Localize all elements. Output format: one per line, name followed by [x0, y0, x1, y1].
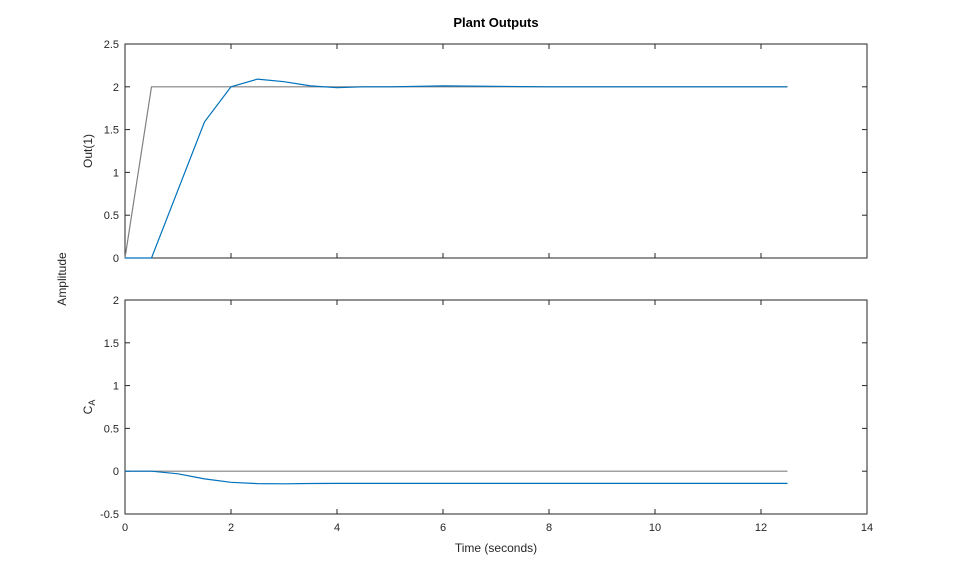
bottom-x-tick-label: 6	[440, 522, 446, 534]
top-y-tick-label: 0	[113, 253, 119, 265]
bottom-y-axis-label-subscript: A	[87, 400, 97, 406]
top-response-line	[125, 78, 788, 259]
figure-title: Plant Outputs	[453, 15, 538, 30]
bottom-x-tick-label: 12	[755, 522, 767, 534]
top-axes-box	[124, 43, 868, 259]
top-axes: Out(1) 0 0.5 1 1.5 2 2.5	[81, 39, 868, 265]
bottom-response-line	[125, 470, 788, 485]
bottom-axes-box	[124, 299, 868, 515]
bottom-x-tick-label: 10	[649, 522, 661, 534]
x-axis-label: Time (seconds)	[455, 541, 537, 555]
bottom-x-tick-label: 14	[861, 522, 873, 534]
bottom-x-tick-label: 2	[228, 522, 234, 534]
bottom-y-tick-label: 1.5	[104, 338, 119, 350]
top-y-tick-label: 2	[113, 82, 119, 94]
top-y-tick-label: 1.5	[104, 125, 119, 137]
top-axes-ticks: 0 0.5 1 1.5 2 2.5	[104, 39, 868, 265]
bottom-y-axis-label: CA	[81, 400, 97, 415]
top-y-tick-label: 2.5	[104, 39, 119, 51]
top-y-axis-label: Out(1)	[81, 134, 95, 168]
top-y-tick-label: 0.5	[104, 210, 119, 222]
bottom-y-tick-label: 0.5	[104, 423, 119, 435]
bottom-y-tick-label: 2	[113, 295, 119, 307]
bottom-axes-series	[125, 470, 788, 485]
bottom-y-tick-label: -0.5	[100, 509, 119, 521]
bottom-y-axis-label-main: C	[81, 405, 95, 414]
bottom-y-tick-label: 0	[113, 466, 119, 478]
top-axes-series	[124, 78, 788, 259]
bottom-axes: CA 0 2 4 6 8 10 12 14-0.500.511.52	[81, 295, 873, 534]
bottom-y-tick-label: 1	[113, 381, 119, 393]
bottom-x-tick-label: 8	[546, 522, 552, 534]
bottom-x-tick-label: 4	[334, 522, 340, 534]
top-reference-line	[124, 86, 788, 259]
bottom-axes-ticks: 0 2 4 6 8 10 12 14-0.500.511.52	[100, 295, 873, 534]
shared-y-axis-label: Amplitude	[55, 252, 69, 306]
top-y-tick-label: 1	[113, 167, 119, 179]
bottom-x-tick-label: 0	[122, 522, 128, 534]
